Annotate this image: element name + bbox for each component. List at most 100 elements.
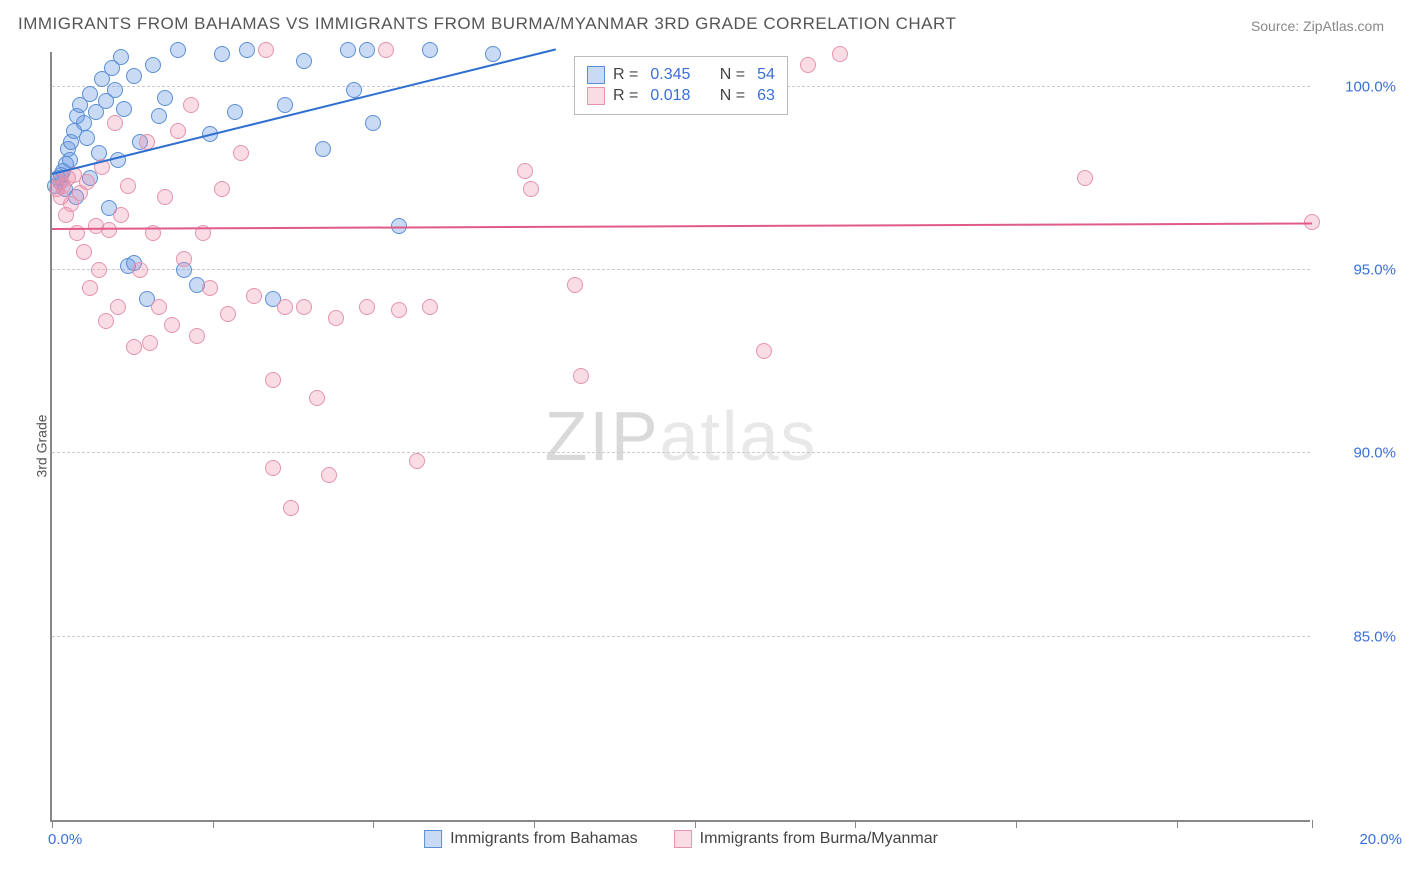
scatter-point [227, 104, 243, 120]
scatter-point [214, 181, 230, 197]
scatter-point [800, 57, 816, 73]
scatter-point [142, 335, 158, 351]
watermark-zip: ZIP [545, 397, 660, 475]
scatter-point [220, 306, 236, 322]
scatter-point [110, 299, 126, 315]
scatter-point [378, 42, 394, 58]
legend-label: Immigrants from Bahamas [450, 830, 638, 848]
scatter-point [62, 152, 78, 168]
scatter-point [258, 42, 274, 58]
scatter-point [1077, 170, 1093, 186]
legend-label: Immigrants from Burma/Myanmar [700, 830, 938, 848]
scatter-point [164, 317, 180, 333]
ytick-label: 95.0% [1320, 262, 1396, 279]
scatter-point [107, 115, 123, 131]
scatter-point [151, 299, 167, 315]
y-axis-label: 3rd Grade [34, 414, 50, 477]
scatter-point [113, 49, 129, 65]
xtick [373, 820, 374, 828]
stats-legend: R = 0.345 N = 54 R = 0.018 N = 63 [574, 56, 788, 115]
scatter-point [170, 42, 186, 58]
scatter-point [116, 101, 132, 117]
scatter-point [126, 339, 142, 355]
xtick [1312, 820, 1313, 828]
scatter-point [157, 90, 173, 106]
scatter-point [365, 115, 381, 131]
scatter-point [296, 53, 312, 69]
xtick [695, 820, 696, 828]
gridline-h [52, 636, 1310, 637]
xtick [52, 820, 53, 828]
xtick [1016, 820, 1017, 828]
scatter-point [485, 46, 501, 62]
scatter-point [523, 181, 539, 197]
scatter-point [170, 123, 186, 139]
scatter-point [517, 163, 533, 179]
scatter-point [79, 174, 95, 190]
scatter-point [832, 46, 848, 62]
scatter-point [82, 280, 98, 296]
gridline-h [52, 269, 1310, 270]
scatter-point [76, 115, 92, 131]
trend-line [52, 222, 1312, 229]
legend-swatch [587, 66, 605, 84]
scatter-point [328, 310, 344, 326]
scatter-point [91, 145, 107, 161]
scatter-point [756, 343, 772, 359]
plot-area: ZIPatlas 85.0%90.0%95.0%100.0%0.0%20.0% … [50, 52, 1310, 822]
scatter-point [567, 277, 583, 293]
scatter-point [422, 42, 438, 58]
scatter-point [296, 299, 312, 315]
scatter-point [422, 299, 438, 315]
scatter-point [233, 145, 249, 161]
scatter-point [277, 97, 293, 113]
legend-item: Immigrants from Burma/Myanmar [674, 830, 938, 848]
scatter-point [91, 262, 107, 278]
scatter-point [79, 130, 95, 146]
ytick-label: 90.0% [1320, 445, 1396, 462]
watermark: ZIPatlas [545, 396, 818, 476]
legend-swatch [587, 87, 605, 105]
chart-title: IMMIGRANTS FROM BAHAMAS VS IMMIGRANTS FR… [18, 14, 956, 34]
watermark-atlas: atlas [660, 397, 818, 475]
xtick [534, 820, 535, 828]
xtick-label: 20.0% [1359, 831, 1402, 848]
scatter-point [246, 288, 262, 304]
stats-legend-row: R = 0.345 N = 54 [587, 66, 775, 84]
scatter-point [277, 299, 293, 315]
scatter-point [283, 500, 299, 516]
scatter-point [391, 302, 407, 318]
scatter-point [107, 82, 123, 98]
scatter-point [151, 108, 167, 124]
scatter-point [76, 244, 92, 260]
legend-swatch [674, 830, 692, 848]
scatter-point [214, 46, 230, 62]
scatter-point [113, 207, 129, 223]
scatter-point [239, 42, 255, 58]
source-label: Source: ZipAtlas.com [1251, 18, 1384, 34]
scatter-point [309, 390, 325, 406]
scatter-point [340, 42, 356, 58]
ytick-label: 100.0% [1320, 78, 1396, 95]
scatter-point [359, 299, 375, 315]
xtick [1177, 820, 1178, 828]
xtick [213, 820, 214, 828]
scatter-point [321, 467, 337, 483]
scatter-point [176, 251, 192, 267]
scatter-point [82, 86, 98, 102]
scatter-point [359, 42, 375, 58]
xtick-label: 0.0% [48, 831, 82, 848]
ytick-label: 85.0% [1320, 628, 1396, 645]
scatter-point [315, 141, 331, 157]
scatter-point [132, 262, 148, 278]
scatter-point [157, 189, 173, 205]
legend-item: Immigrants from Bahamas [424, 830, 638, 848]
xtick [855, 820, 856, 828]
scatter-point [183, 97, 199, 113]
scatter-point [98, 313, 114, 329]
scatter-point [265, 460, 281, 476]
scatter-point [573, 368, 589, 384]
scatter-point [120, 178, 136, 194]
scatter-point [265, 372, 281, 388]
scatter-point [189, 328, 205, 344]
